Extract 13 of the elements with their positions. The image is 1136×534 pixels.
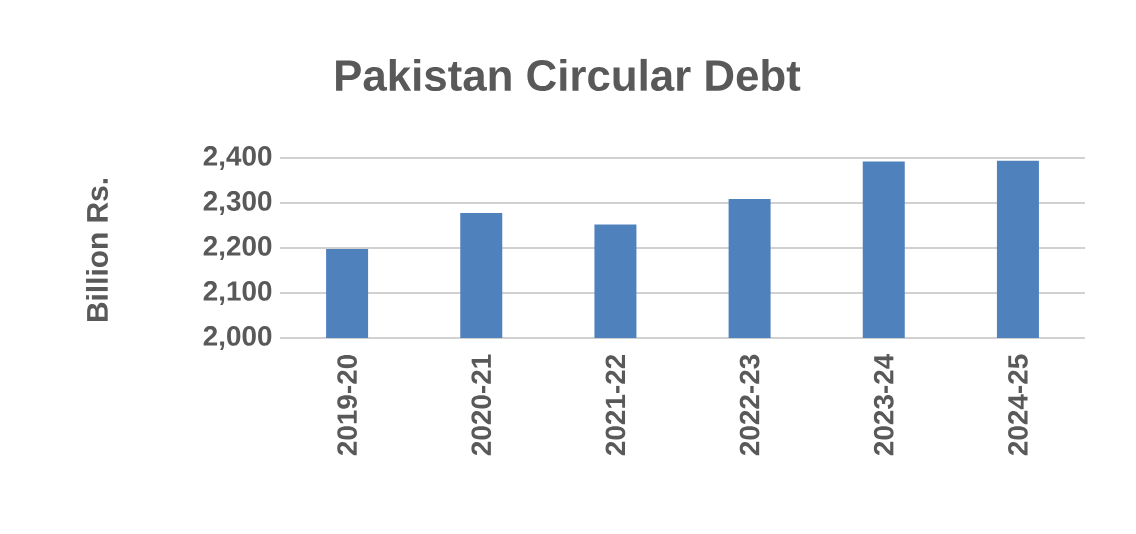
x-tick-label: 2019-20 xyxy=(337,354,357,456)
y-tick-label: 2,400 xyxy=(203,146,272,170)
x-tick-label: 2022-23 xyxy=(739,354,760,456)
y-tick-label: 2,100 xyxy=(203,281,272,305)
y-tick-label: 2,000 xyxy=(203,326,272,350)
chart-title: Pakistan Circular Debt xyxy=(336,58,801,92)
y-axis-title: Billion Rs. xyxy=(86,178,108,322)
y-tick-label: 2,200 xyxy=(203,236,272,260)
x-tick-label: 2021-22 xyxy=(605,354,626,456)
x-tick-label: 2024-25 xyxy=(1008,354,1028,456)
x-tick-label: 2020-21 xyxy=(471,354,492,456)
x-tick-label: 2023-24 xyxy=(873,353,894,456)
y-tick-label: 2,300 xyxy=(203,191,272,215)
